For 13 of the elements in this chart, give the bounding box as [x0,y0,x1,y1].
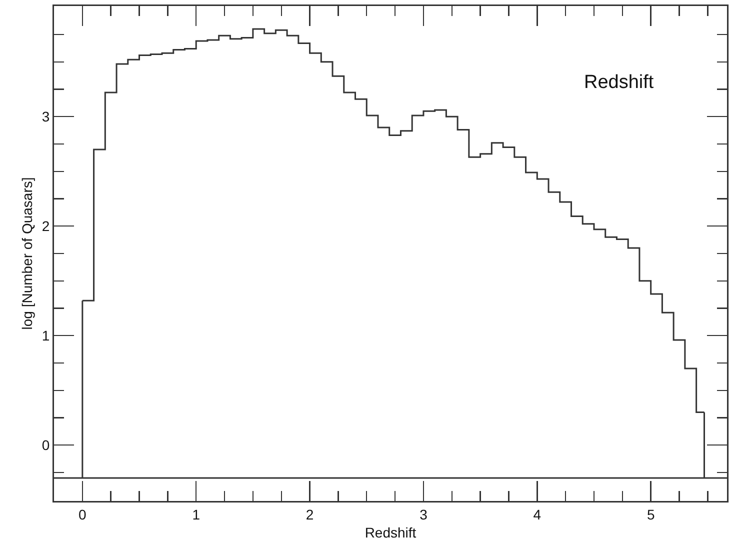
x-tick-label: 4 [533,506,542,522]
x-tick-label: 1 [192,506,200,522]
x-axis-title: Redshift [364,524,416,540]
y-tick-label: 0 [42,437,50,454]
x-tick-label: 2 [306,506,314,522]
x-tick-label: 5 [646,506,655,522]
x-tick-label: 3 [420,506,428,522]
y-axis-title: log [Number of Quasars] [18,177,35,330]
y-tick-label: 3 [42,108,50,125]
x-tick-label: 0 [78,506,87,522]
y-tick-label: 1 [42,328,50,344]
y-tick-label: 2 [42,218,50,234]
annotation: Redshift [584,72,654,93]
